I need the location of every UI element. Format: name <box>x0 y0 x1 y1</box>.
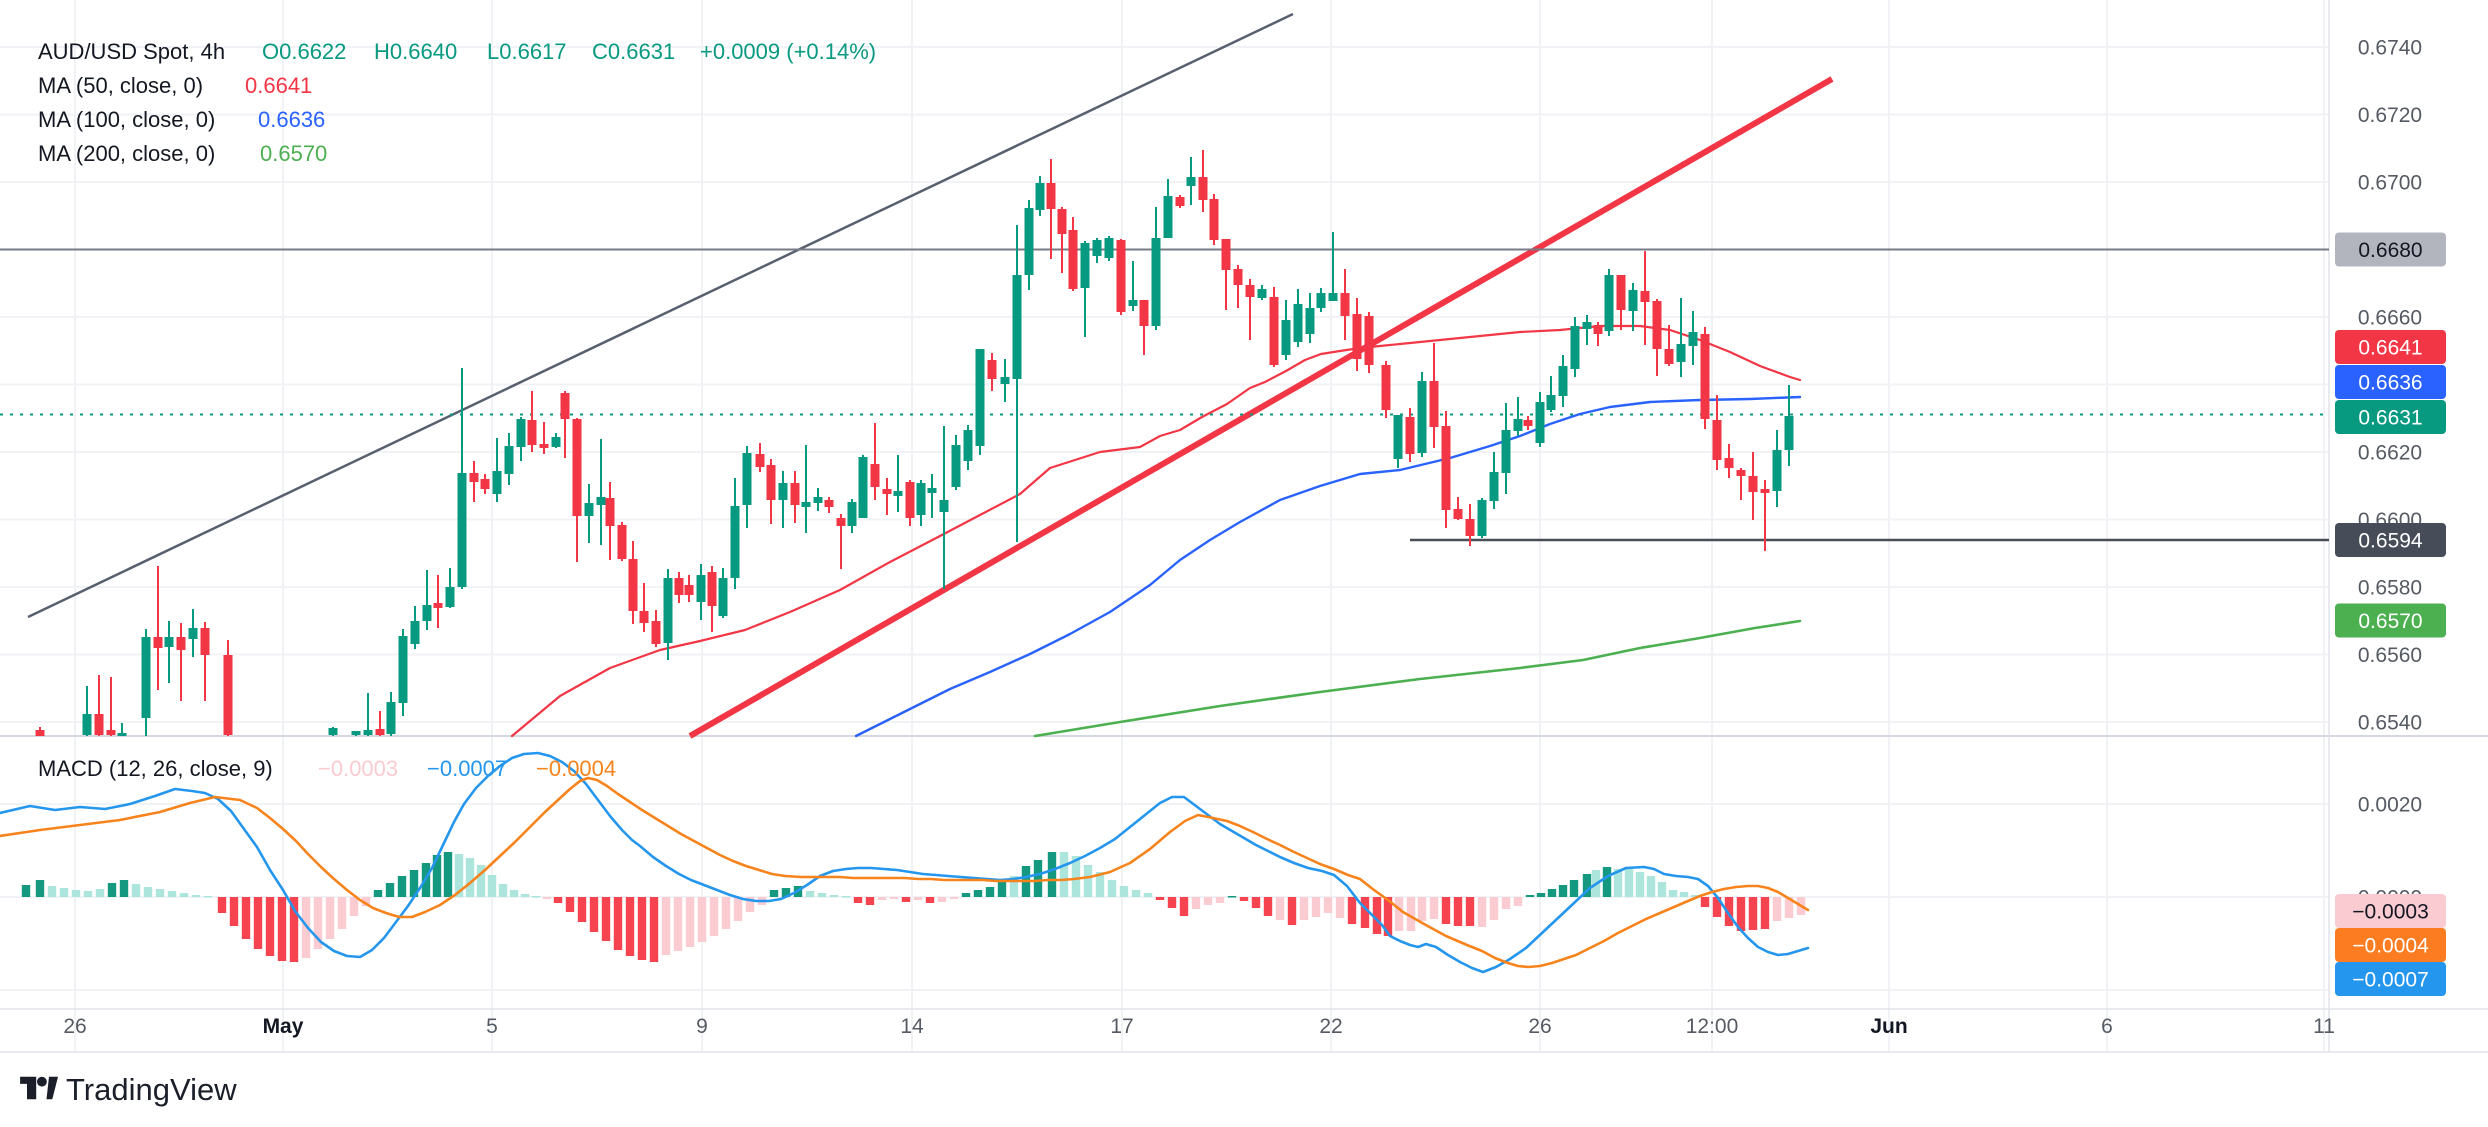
svg-text:+0.0009 (+0.14%): +0.0009 (+0.14%) <box>700 39 876 64</box>
svg-text:0.6636: 0.6636 <box>2358 372 2422 395</box>
svg-text:MA (50, close, 0): MA (50, close, 0) <box>38 73 203 98</box>
svg-text:0.6560: 0.6560 <box>2358 644 2422 667</box>
svg-text:C0.6631: C0.6631 <box>592 39 675 64</box>
svg-text:−0.0004: −0.0004 <box>2352 935 2429 958</box>
svg-text:TradingView: TradingView <box>66 1072 237 1107</box>
svg-text:0.6740: 0.6740 <box>2358 37 2422 60</box>
svg-text:5: 5 <box>486 1015 498 1038</box>
svg-text:0.6620: 0.6620 <box>2358 442 2422 465</box>
svg-text:0.6641: 0.6641 <box>2358 337 2422 360</box>
svg-text:H0.6640: H0.6640 <box>374 39 457 64</box>
svg-text:MA (200, close, 0): MA (200, close, 0) <box>38 141 215 166</box>
svg-text:−0.0007: −0.0007 <box>2352 969 2429 992</box>
svg-text:12:00: 12:00 <box>1686 1015 1739 1038</box>
svg-text:14: 14 <box>900 1015 924 1038</box>
svg-text:0.6660: 0.6660 <box>2358 307 2422 330</box>
svg-text:AUD/USD Spot, 4h: AUD/USD Spot, 4h <box>38 39 225 64</box>
svg-text:0.6540: 0.6540 <box>2358 712 2422 735</box>
svg-text:−0.0003: −0.0003 <box>318 756 398 781</box>
svg-text:May: May <box>263 1015 304 1038</box>
svg-text:6: 6 <box>2101 1015 2113 1038</box>
svg-text:0.6720: 0.6720 <box>2358 104 2422 127</box>
svg-text:Jun: Jun <box>1870 1015 1907 1038</box>
svg-text:−0.0004: −0.0004 <box>536 756 616 781</box>
svg-text:11: 11 <box>2313 1015 2335 1038</box>
svg-text:MA (100, close, 0): MA (100, close, 0) <box>38 107 215 132</box>
svg-text:26: 26 <box>63 1015 86 1038</box>
svg-text:0.6636: 0.6636 <box>258 107 325 132</box>
svg-text:26: 26 <box>1528 1015 1551 1038</box>
svg-text:9: 9 <box>696 1015 708 1038</box>
svg-text:0.6594: 0.6594 <box>2358 530 2423 553</box>
svg-text:17: 17 <box>1110 1015 1133 1038</box>
svg-text:0.6570: 0.6570 <box>260 141 327 166</box>
svg-text:O0.6622: O0.6622 <box>262 39 346 64</box>
svg-text:−0.0003: −0.0003 <box>2352 901 2429 924</box>
svg-text:0.6631: 0.6631 <box>2358 407 2422 430</box>
svg-text:0.6700: 0.6700 <box>2358 172 2422 195</box>
svg-text:0.6580: 0.6580 <box>2358 577 2422 600</box>
svg-text:0.6641: 0.6641 <box>245 73 312 98</box>
svg-text:MACD (12, 26, close, 9): MACD (12, 26, close, 9) <box>38 756 273 781</box>
svg-text:L0.6617: L0.6617 <box>487 39 567 64</box>
svg-text:22: 22 <box>1319 1015 1342 1038</box>
svg-text:−0.0007: −0.0007 <box>427 756 507 781</box>
svg-text:0.0020: 0.0020 <box>2358 794 2422 817</box>
svg-text:0.6570: 0.6570 <box>2358 610 2422 633</box>
svg-text:0.6680: 0.6680 <box>2358 239 2422 262</box>
